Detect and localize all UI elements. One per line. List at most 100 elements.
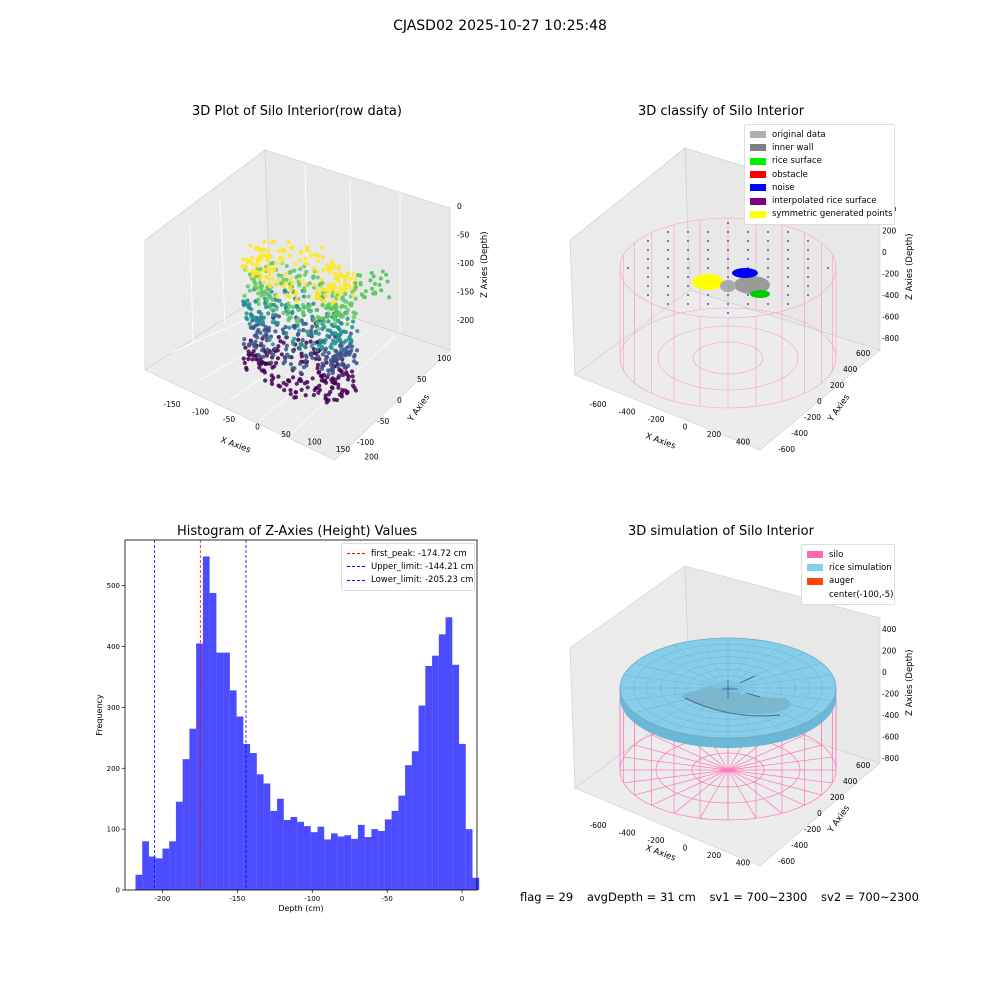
grid-point	[767, 231, 769, 233]
raw-point	[320, 352, 325, 357]
raw-point	[261, 344, 266, 349]
raw-point	[338, 271, 343, 276]
histogram-bar	[243, 743, 251, 890]
raw-point	[315, 275, 320, 280]
raw-point	[301, 328, 306, 333]
raw-point	[351, 359, 357, 364]
legend-label: obstacle	[772, 169, 808, 180]
raw-point	[288, 388, 293, 393]
grid-point	[787, 285, 789, 287]
raw-point	[304, 363, 309, 368]
histogram-x-tick-label: -200	[155, 895, 171, 903]
histogram-y-label: Frequency	[95, 694, 104, 736]
raw-point	[341, 340, 346, 345]
histogram-chart: -200 -150 -100 -50 0 0 100 200 300 400 500 Depth …	[95, 539, 480, 913]
raw-point	[283, 272, 288, 277]
raw-point	[242, 337, 247, 342]
raw-point	[303, 256, 308, 261]
legend-swatch	[807, 591, 823, 598]
histogram-bar	[418, 705, 426, 890]
legend-swatch	[750, 184, 766, 192]
grid-point	[727, 240, 729, 242]
histogram-legend-item: first_peak: -174.72 cm	[347, 547, 469, 560]
silo-spoke	[634, 769, 729, 796]
histogram-bar	[142, 841, 149, 890]
mesh-spoke	[727, 687, 833, 702]
histogram-bar	[391, 810, 399, 890]
histogram-bar	[357, 824, 365, 890]
raw-point	[300, 302, 306, 308]
raw-point	[315, 259, 321, 264]
raw-point	[297, 258, 303, 263]
classify-y-tick-label: -600	[778, 445, 795, 454]
raw-point	[258, 354, 263, 359]
grid-point	[647, 276, 649, 278]
raw-y-tick-label: 50	[417, 375, 427, 384]
legend-line-swatch	[347, 553, 365, 555]
raw-point	[261, 315, 267, 320]
raw-point	[346, 282, 351, 287]
status-flag: flag = 29	[520, 890, 574, 904]
raw-point	[267, 337, 272, 343]
histogram-bar	[202, 556, 210, 890]
raw-point	[294, 381, 299, 386]
silo-spoke	[727, 769, 833, 784]
grid-point	[667, 231, 669, 233]
raw-point	[247, 288, 252, 293]
raw-point	[380, 269, 385, 274]
raw-point	[313, 330, 318, 336]
raw-point	[303, 321, 308, 326]
raw-point	[304, 329, 310, 334]
legend-swatch	[750, 157, 766, 165]
raw-point	[298, 266, 303, 272]
raw-point	[297, 346, 302, 351]
status-avg-depth: avgDepth = 31 cm	[586, 890, 696, 904]
raw-point	[267, 271, 272, 276]
histogram-bar	[297, 821, 304, 890]
raw-point	[311, 275, 316, 281]
raw-point	[303, 272, 308, 277]
classify-z-tick-label: -800	[882, 334, 899, 343]
classify-y-tick-label: -200	[804, 413, 821, 422]
histogram-bar	[324, 839, 331, 890]
grid-point	[727, 303, 729, 305]
raw-point	[302, 344, 307, 349]
raw-point	[326, 319, 331, 324]
classify-plot-title: 3D classify of Silo Interior	[638, 104, 805, 119]
raw-point	[298, 250, 304, 255]
mesh-spoke	[699, 639, 729, 689]
raw-point	[319, 277, 324, 282]
histogram-y-ticks: 0 100 200 300 400 500	[107, 582, 125, 895]
raw-x-tick-label: -150	[163, 400, 180, 409]
raw-point	[269, 381, 275, 386]
raw-point	[337, 275, 342, 280]
raw-point	[290, 339, 295, 344]
raw-point	[308, 328, 314, 333]
silo-spoke	[727, 769, 757, 819]
histogram-bar	[169, 841, 176, 890]
raw-point	[283, 355, 288, 361]
raw-point	[262, 239, 267, 244]
legend-item: inner wall	[750, 141, 889, 154]
histogram-bar	[209, 592, 217, 890]
raw-point	[326, 372, 331, 377]
grid-point	[747, 303, 749, 305]
raw-point	[281, 310, 286, 316]
raw-point	[266, 275, 271, 280]
mesh-spoke	[727, 639, 757, 689]
grid-point	[787, 303, 789, 305]
grid-point	[667, 285, 669, 287]
raw-point	[287, 253, 293, 258]
raw-point	[373, 281, 378, 286]
raw-point	[266, 311, 271, 316]
figure-suptitle: CJASD02 2025-10-27 10:25:48	[393, 18, 607, 34]
raw-point	[328, 389, 333, 395]
raw-point	[286, 318, 291, 323]
grid-point	[627, 267, 629, 269]
raw-point	[300, 338, 305, 343]
raw-point	[293, 390, 298, 395]
raw-point	[294, 304, 299, 309]
grid-point	[767, 267, 769, 269]
raw-point	[263, 253, 268, 259]
raw-x-tick-label: 50	[281, 430, 291, 439]
